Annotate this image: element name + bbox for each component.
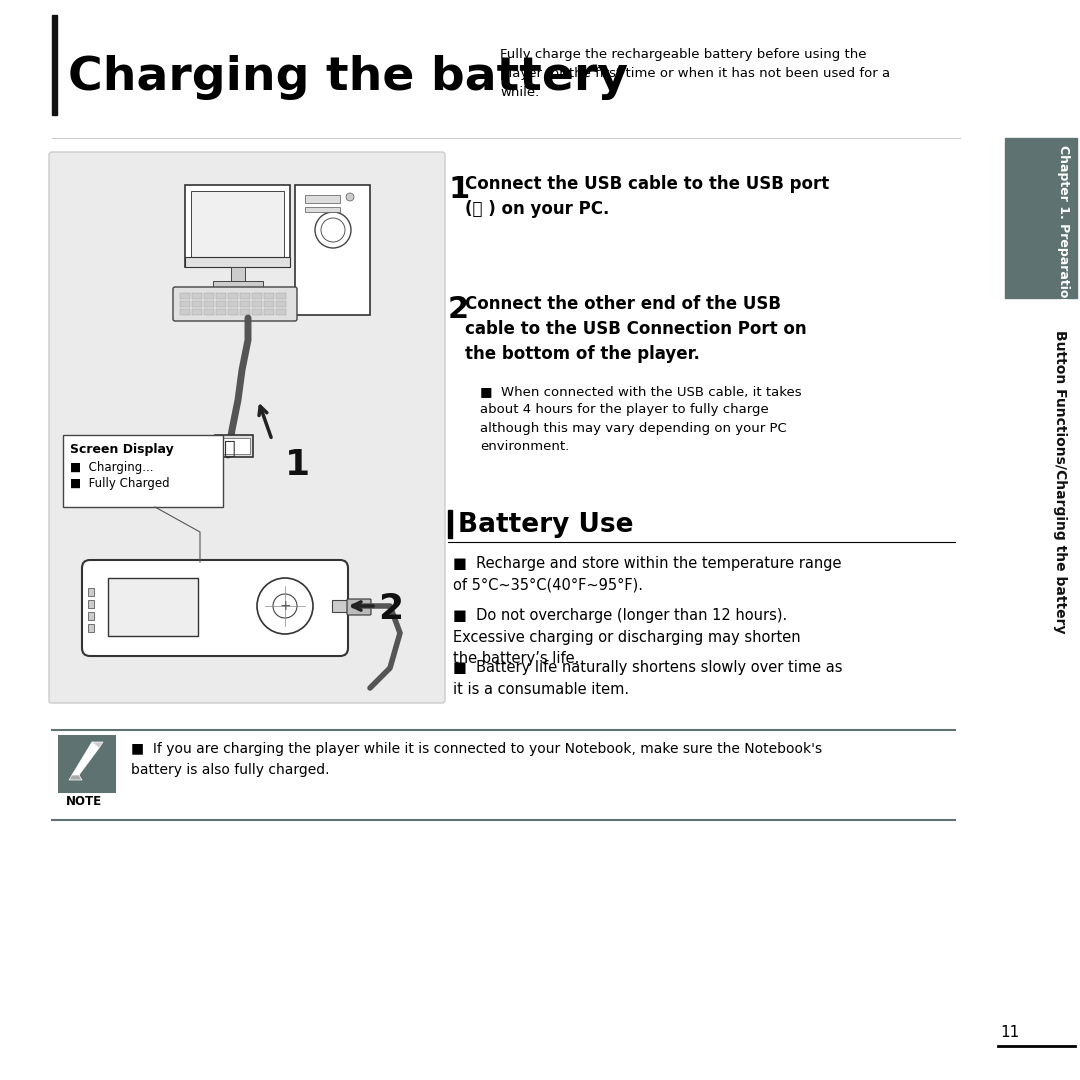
Bar bbox=[218, 438, 249, 454]
Bar bbox=[192, 293, 202, 299]
Text: Charging the battery: Charging the battery bbox=[68, 55, 627, 100]
Bar bbox=[252, 293, 262, 299]
Bar bbox=[52, 15, 57, 114]
Bar bbox=[180, 301, 190, 307]
Bar bbox=[204, 293, 214, 299]
Text: ■  When connected with the USB cable, it takes
about 4 hours for the player to f: ■ When connected with the USB cable, it … bbox=[480, 384, 801, 454]
Bar bbox=[108, 578, 198, 636]
Text: Screen Display: Screen Display bbox=[70, 443, 174, 456]
Text: Connect the USB cable to the USB port
(␧ ) on your PC.: Connect the USB cable to the USB port (␧… bbox=[465, 175, 829, 218]
Bar bbox=[213, 281, 264, 287]
Bar bbox=[87, 600, 94, 608]
Bar bbox=[228, 301, 238, 307]
Bar bbox=[185, 257, 291, 267]
Text: Fully charge the rechargeable battery before using the
player for the first time: Fully charge the rechargeable battery be… bbox=[500, 48, 890, 99]
Circle shape bbox=[315, 212, 351, 248]
Circle shape bbox=[346, 193, 354, 201]
Bar bbox=[295, 185, 370, 315]
Bar bbox=[87, 624, 94, 632]
Bar bbox=[192, 301, 202, 307]
Text: 11: 11 bbox=[1000, 1025, 1020, 1040]
Bar bbox=[216, 309, 226, 315]
Text: ■  Do not overcharge (longer than 12 hours).
Excessive charging or discharging m: ■ Do not overcharge (longer than 12 hour… bbox=[453, 608, 800, 666]
Bar bbox=[240, 309, 249, 315]
Text: Connect the other end of the USB
cable to the USB Connection Port on
the bottom : Connect the other end of the USB cable t… bbox=[465, 295, 807, 363]
Circle shape bbox=[257, 578, 313, 634]
Text: ■  Recharge and store within the temperature range
of 5°C~35°C(40°F~95°F).: ■ Recharge and store within the temperat… bbox=[453, 556, 841, 593]
Text: ■  Battery life naturally shortens slowly over time as
it is a consumable item.: ■ Battery life naturally shortens slowly… bbox=[453, 660, 842, 697]
Bar bbox=[240, 293, 249, 299]
Polygon shape bbox=[72, 742, 99, 775]
Text: ■  Charging...: ■ Charging... bbox=[70, 461, 153, 474]
Text: 2: 2 bbox=[378, 592, 403, 626]
Circle shape bbox=[273, 594, 297, 618]
Bar bbox=[191, 191, 284, 257]
Text: Battery Use: Battery Use bbox=[458, 512, 634, 538]
FancyBboxPatch shape bbox=[173, 287, 297, 321]
FancyBboxPatch shape bbox=[82, 561, 348, 656]
Bar bbox=[180, 309, 190, 315]
Bar bbox=[204, 301, 214, 307]
Bar bbox=[1005, 138, 1077, 298]
Bar bbox=[204, 309, 214, 315]
Bar bbox=[332, 600, 354, 612]
Bar bbox=[252, 301, 262, 307]
Text: ■  If you are charging the player while it is connected to your Notebook, make s: ■ If you are charging the player while i… bbox=[131, 742, 822, 777]
Bar bbox=[276, 293, 286, 299]
Polygon shape bbox=[69, 775, 82, 780]
Text: Chapter 1. Preparation: Chapter 1. Preparation bbox=[1057, 145, 1070, 307]
Bar bbox=[228, 293, 238, 299]
Bar bbox=[231, 267, 245, 281]
Bar bbox=[87, 612, 94, 620]
Bar bbox=[264, 293, 274, 299]
Text: 2: 2 bbox=[448, 295, 469, 324]
Bar bbox=[180, 293, 190, 299]
Bar bbox=[216, 301, 226, 307]
Bar bbox=[448, 510, 453, 538]
Bar bbox=[305, 195, 340, 203]
Bar bbox=[185, 185, 291, 267]
Bar bbox=[215, 435, 253, 457]
Bar bbox=[216, 293, 226, 299]
Text: ■  Fully Charged: ■ Fully Charged bbox=[70, 477, 170, 490]
Bar bbox=[240, 301, 249, 307]
Bar bbox=[264, 309, 274, 315]
Polygon shape bbox=[92, 742, 103, 748]
Text: 1: 1 bbox=[448, 175, 469, 204]
Text: Button Functions/Charging the battery: Button Functions/Charging the battery bbox=[1053, 330, 1067, 634]
Text: NOTE: NOTE bbox=[66, 795, 103, 808]
Circle shape bbox=[321, 218, 345, 242]
Bar bbox=[305, 207, 340, 212]
Bar bbox=[264, 301, 274, 307]
Text: ␧: ␧ bbox=[224, 438, 235, 458]
Bar bbox=[276, 301, 286, 307]
Text: +: + bbox=[280, 599, 291, 613]
Bar bbox=[58, 735, 116, 793]
Bar bbox=[252, 309, 262, 315]
Bar bbox=[276, 309, 286, 315]
FancyBboxPatch shape bbox=[347, 599, 372, 615]
Bar bbox=[63, 435, 222, 507]
Bar bbox=[192, 309, 202, 315]
Text: 1: 1 bbox=[285, 448, 310, 482]
Bar bbox=[228, 309, 238, 315]
Bar bbox=[87, 588, 94, 596]
FancyBboxPatch shape bbox=[49, 152, 445, 703]
